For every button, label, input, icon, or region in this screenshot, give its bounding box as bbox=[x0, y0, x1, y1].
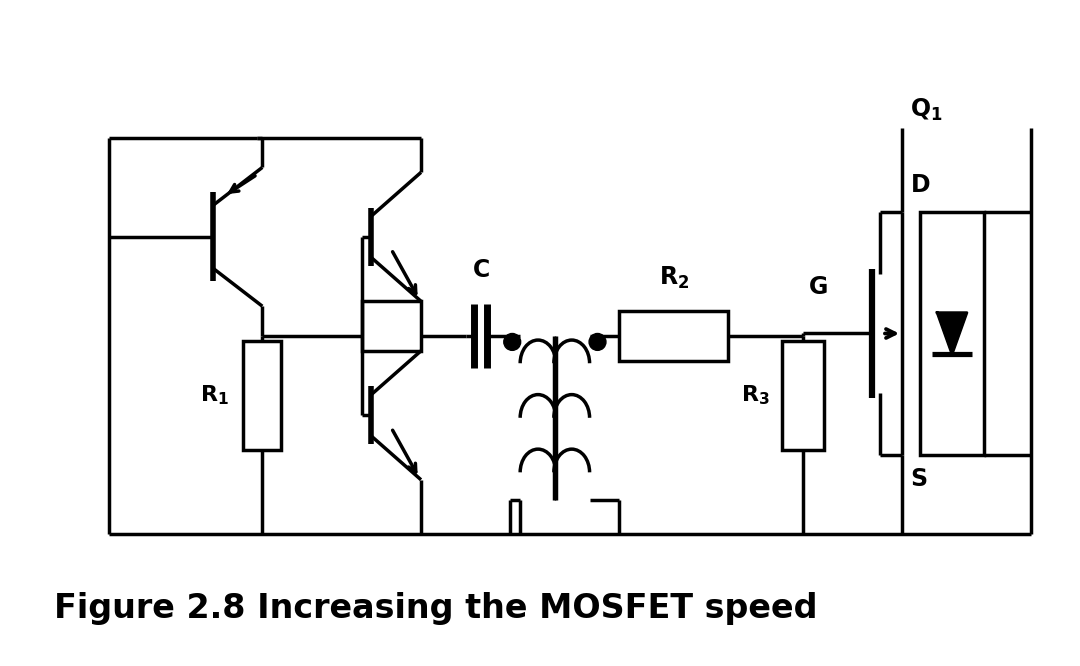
Bar bbox=[362, 301, 421, 351]
Bar bbox=[243, 341, 281, 450]
Text: $\mathbf{R_2}$: $\mathbf{R_2}$ bbox=[659, 265, 689, 291]
Bar bbox=[920, 212, 984, 455]
Text: $\mathbf{R_3}$: $\mathbf{R_3}$ bbox=[741, 384, 770, 408]
Text: $\mathbf{Q_1}$: $\mathbf{Q_1}$ bbox=[909, 97, 943, 123]
Text: $\mathbf{S}$: $\mathbf{S}$ bbox=[909, 467, 928, 491]
Polygon shape bbox=[937, 312, 967, 354]
Bar bbox=[619, 311, 728, 361]
Text: Figure 2.8 Increasing the MOSFET speed: Figure 2.8 Increasing the MOSFET speed bbox=[54, 592, 818, 625]
Circle shape bbox=[503, 334, 521, 350]
Text: $\mathbf{R_1}$: $\mathbf{R_1}$ bbox=[200, 384, 229, 408]
Circle shape bbox=[589, 334, 606, 350]
Text: $\mathbf{C}$: $\mathbf{C}$ bbox=[472, 258, 489, 282]
Text: $\mathbf{D}$: $\mathbf{D}$ bbox=[909, 173, 930, 197]
Bar bbox=[782, 341, 824, 450]
Text: $\mathbf{G}$: $\mathbf{G}$ bbox=[808, 275, 827, 299]
